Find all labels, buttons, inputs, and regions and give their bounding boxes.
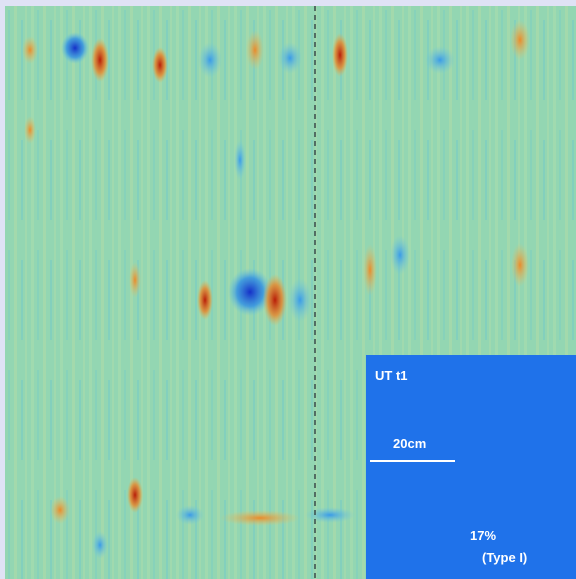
type-label: (Type I) (482, 550, 527, 565)
top-band (22, 20, 530, 83)
inset-panel: UT t1 20cm 17% (Type I) (366, 355, 576, 579)
inset-background (366, 355, 576, 579)
bottom-band (24, 116, 355, 559)
percent-label: 17% (470, 528, 496, 543)
inset-title: UT t1 (375, 368, 408, 383)
center-anomaly (129, 235, 529, 326)
scale-label: 20cm (393, 436, 426, 451)
